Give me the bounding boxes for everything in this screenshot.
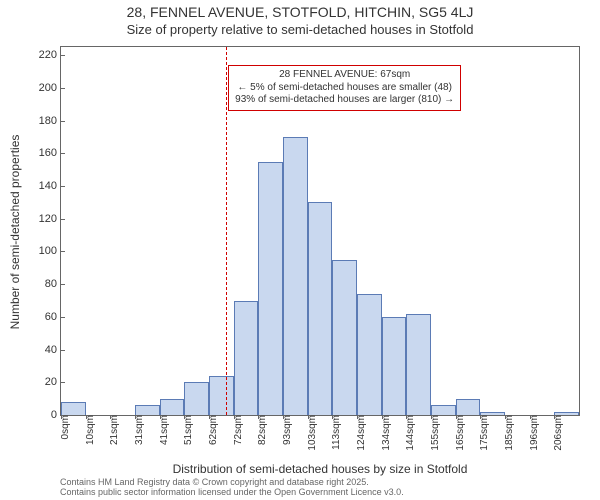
x-tick-label: 196sqm: [527, 415, 540, 451]
histogram-bar: [406, 314, 431, 415]
x-axis-label: Distribution of semi-detached houses by …: [60, 462, 580, 476]
attribution-line-2: Contains public sector information licen…: [60, 488, 404, 498]
histogram-bar: [209, 376, 234, 415]
chart-title-address: 28, FENNEL AVENUE, STOTFOLD, HITCHIN, SG…: [0, 4, 600, 20]
x-tick-label: 51sqm: [181, 415, 194, 445]
x-tick-label: 206sqm: [551, 415, 564, 451]
y-axis-label: Number of semi-detached properties: [8, 47, 22, 417]
histogram-bar: [382, 317, 407, 415]
y-tick: 140: [27, 180, 61, 192]
histogram-bar: [308, 202, 333, 415]
histogram-bar: [357, 294, 382, 415]
histogram-bar: [160, 399, 185, 415]
annotation-line: 28 FENNEL AVENUE: 67sqm: [235, 69, 454, 82]
x-tick-label: 185sqm: [502, 415, 515, 451]
histogram-bar: [184, 382, 209, 415]
x-tick-label: 41sqm: [157, 415, 170, 445]
x-tick-label: 134sqm: [379, 415, 392, 451]
x-tick-label: 113sqm: [329, 415, 342, 450]
x-tick-label: 155sqm: [428, 415, 441, 451]
y-tick: 120: [27, 213, 61, 225]
annotation-line: 93% of semi-detached houses are larger (…: [235, 94, 454, 107]
x-tick-label: 62sqm: [206, 415, 219, 445]
annotation-box: 28 FENNEL AVENUE: 67sqm← 5% of semi-deta…: [228, 65, 461, 111]
x-tick-label: 21sqm: [107, 415, 120, 445]
x-tick-label: 124sqm: [354, 415, 367, 451]
histogram-bar: [135, 405, 160, 415]
x-tick-label: 165sqm: [453, 415, 466, 451]
y-tick: 180: [27, 115, 61, 127]
x-tick-label: 103sqm: [305, 415, 318, 451]
histogram-bar: [431, 405, 456, 415]
y-tick: 80: [27, 278, 61, 290]
y-tick: 40: [27, 344, 61, 356]
reference-line: [226, 47, 227, 415]
histogram-bar: [283, 137, 308, 415]
x-tick-label: 82sqm: [255, 415, 268, 445]
x-tick-label: 144sqm: [403, 415, 416, 451]
attribution-text: Contains HM Land Registry data © Crown c…: [60, 478, 404, 498]
y-tick: 0: [27, 409, 61, 421]
histogram-bar: [234, 301, 259, 415]
y-tick: 160: [27, 147, 61, 159]
annotation-line: ← 5% of semi-detached houses are smaller…: [235, 82, 454, 95]
histogram-bar: [456, 399, 481, 415]
x-tick-label: 31sqm: [132, 415, 145, 445]
x-tick-label: 72sqm: [231, 415, 244, 445]
property-size-chart: 28, FENNEL AVENUE, STOTFOLD, HITCHIN, SG…: [0, 0, 600, 500]
y-tick: 100: [27, 245, 61, 257]
histogram-bar: [61, 402, 86, 415]
y-tick: 20: [27, 376, 61, 388]
y-tick: 60: [27, 311, 61, 323]
histogram-bar: [332, 260, 357, 415]
x-tick-label: 175sqm: [477, 415, 490, 451]
x-tick-label: 93sqm: [280, 415, 293, 445]
x-tick-label: 0sqm: [58, 415, 71, 439]
plot-area: 28 FENNEL AVENUE: 67sqm← 5% of semi-deta…: [60, 46, 580, 416]
y-tick: 220: [27, 49, 61, 61]
histogram-bar: [258, 162, 283, 416]
y-tick: 200: [27, 82, 61, 94]
chart-subtitle: Size of property relative to semi-detach…: [0, 22, 600, 37]
x-tick-label: 10sqm: [83, 415, 96, 445]
